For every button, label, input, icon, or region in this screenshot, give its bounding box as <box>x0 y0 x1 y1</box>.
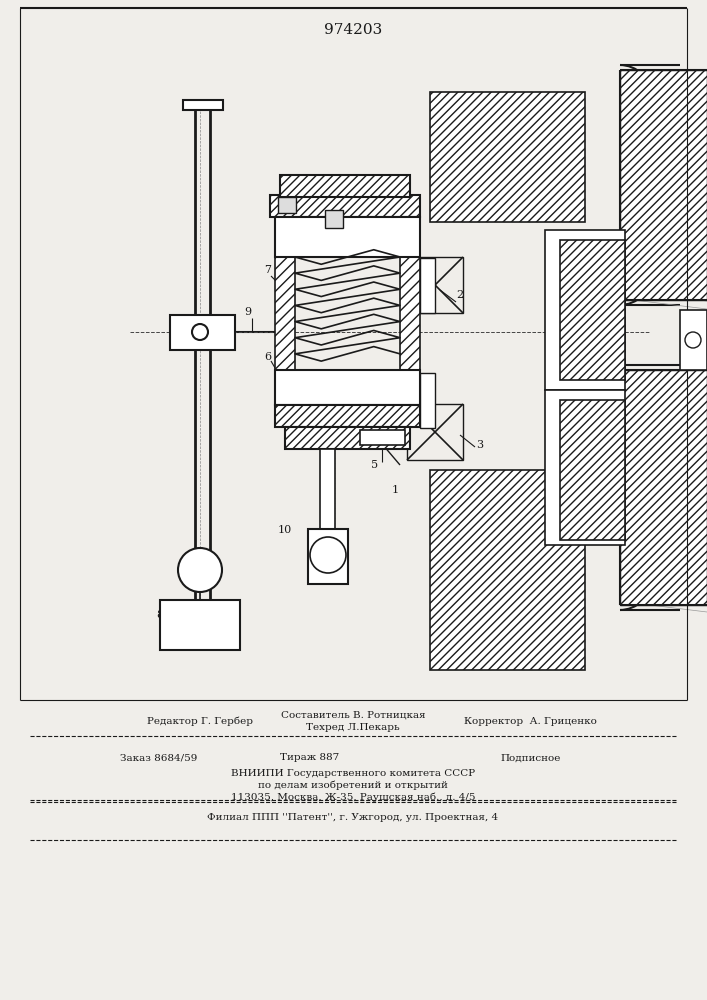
Bar <box>360 430 405 445</box>
Text: 4: 4 <box>354 178 361 188</box>
Text: Техред Л.Пекарь: Техред Л.Пекарь <box>306 722 400 732</box>
Bar <box>320 449 335 529</box>
Bar <box>420 373 435 428</box>
Text: 2: 2 <box>457 290 464 300</box>
Text: 974203: 974203 <box>324 23 382 37</box>
Text: 9: 9 <box>245 307 252 317</box>
Text: Редактор Г. Гербер: Редактор Г. Гербер <box>147 716 253 726</box>
Text: Тираж 887: Тираж 887 <box>280 754 339 762</box>
Bar <box>275 217 420 257</box>
Text: 8: 8 <box>156 610 163 620</box>
Bar <box>275 257 295 370</box>
Text: Заказ 8684/59: Заказ 8684/59 <box>120 754 197 762</box>
Text: 10: 10 <box>278 525 292 535</box>
Bar <box>430 92 585 222</box>
Text: ВНИИПИ Государственного комитета СССР: ВНИИПИ Государственного комитета СССР <box>231 768 475 778</box>
Bar <box>275 405 420 427</box>
Bar <box>270 195 420 217</box>
Circle shape <box>685 332 701 348</box>
Bar <box>325 210 343 228</box>
Bar <box>680 310 707 370</box>
Text: Подписное: Подписное <box>500 754 561 762</box>
Circle shape <box>310 537 346 573</box>
Text: 113035, Москва, Ж-35, Раушская наб., д. 4/5: 113035, Москва, Ж-35, Раушская наб., д. … <box>230 792 475 802</box>
Circle shape <box>178 548 222 592</box>
Bar <box>308 529 348 584</box>
Bar <box>620 70 707 300</box>
Bar <box>183 100 223 110</box>
Text: по делам изобретений и открытий: по делам изобретений и открытий <box>258 780 448 790</box>
Bar <box>278 197 296 213</box>
Bar <box>620 370 707 605</box>
Bar <box>275 370 420 405</box>
Bar <box>430 470 585 670</box>
Text: 3: 3 <box>477 440 484 450</box>
Text: 6: 6 <box>264 352 271 362</box>
Bar <box>400 257 420 370</box>
Bar <box>407 404 463 460</box>
Text: 12: 12 <box>279 185 293 195</box>
Text: 11: 11 <box>323 178 337 188</box>
Bar <box>170 315 235 350</box>
Text: 5: 5 <box>371 460 378 470</box>
Bar <box>545 230 625 390</box>
Circle shape <box>192 324 208 340</box>
Bar <box>560 240 625 380</box>
Bar <box>407 257 463 313</box>
Text: Составитель В. Ротницкая: Составитель В. Ротницкая <box>281 710 426 720</box>
Text: 1: 1 <box>392 485 399 495</box>
Bar <box>285 427 410 449</box>
Bar <box>160 600 240 650</box>
Text: Корректор  А. Гриценко: Корректор А. Гриценко <box>464 716 597 726</box>
Bar <box>420 258 435 313</box>
Bar <box>560 400 625 540</box>
Bar <box>545 390 625 545</box>
Bar <box>280 175 410 197</box>
Text: 7: 7 <box>264 265 271 275</box>
Text: Филиал ППП ''Патент'', г. Ужгород, ул. Проектная, 4: Филиал ППП ''Патент'', г. Ужгород, ул. П… <box>207 814 498 822</box>
